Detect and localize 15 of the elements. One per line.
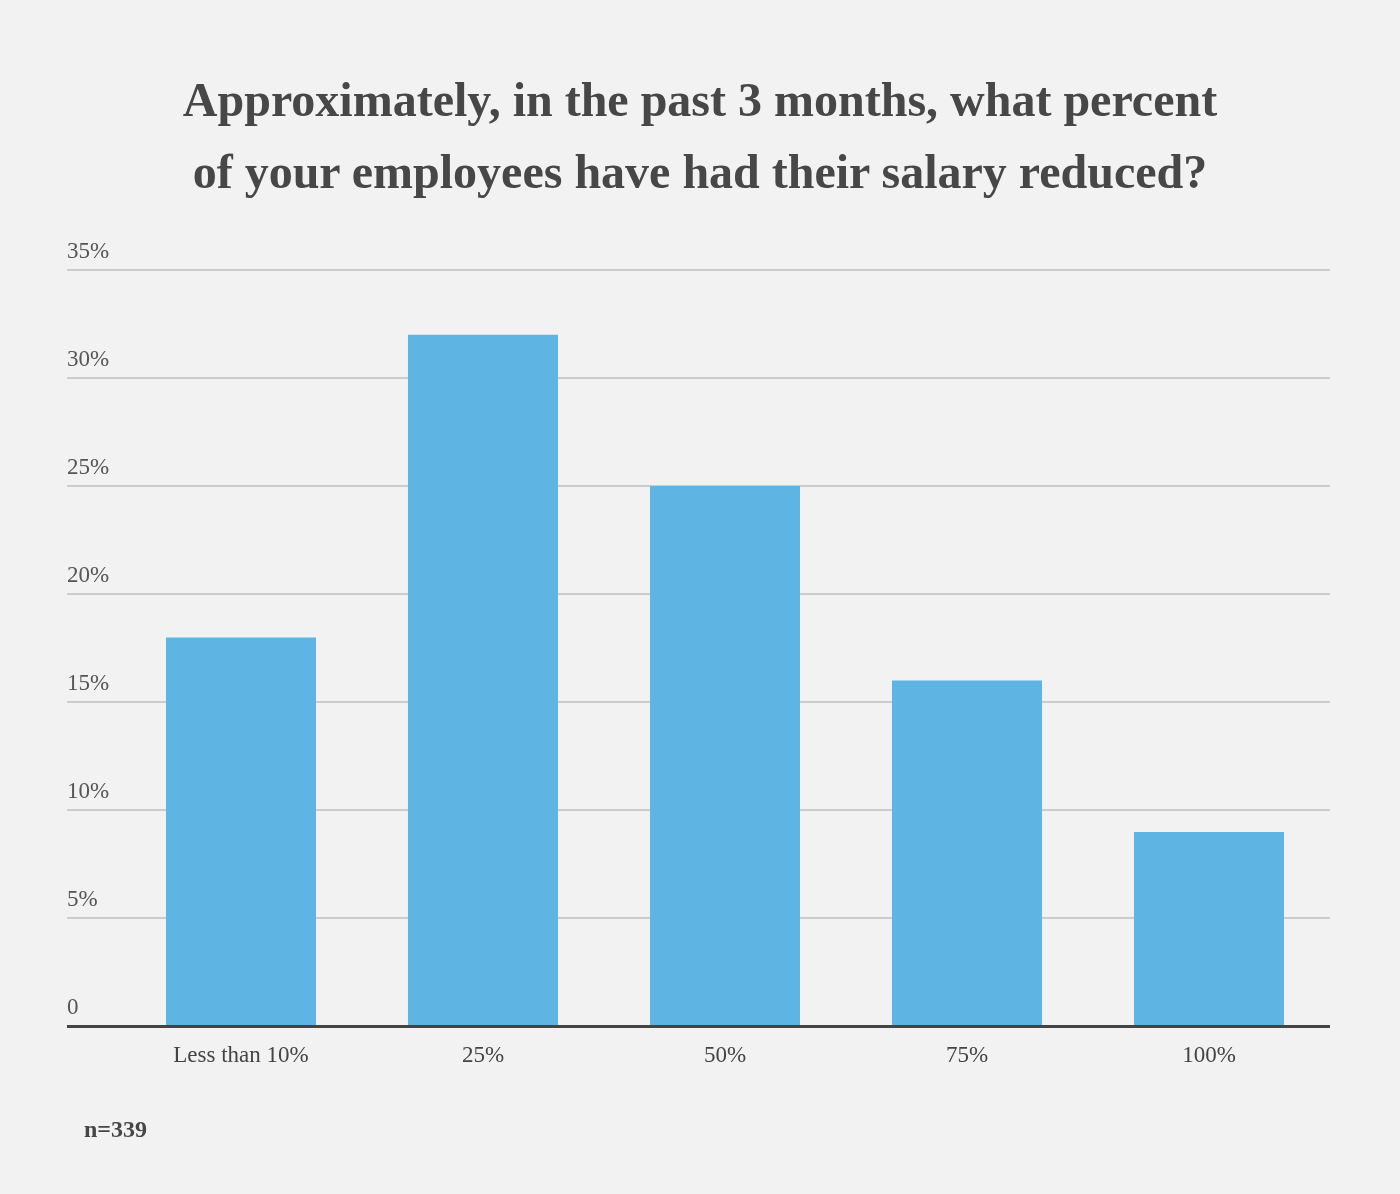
x-tick-label: 25% [461,1042,505,1068]
y-tick-label: 25% [67,454,110,480]
y-tick-label: 30% [67,346,110,372]
y-tick-label: 0 [67,994,79,1020]
y-tick-label: 20% [67,562,110,588]
chart-title: Approximately, in the past 3 months, what percent of your employees have had their salary reduced? [181,72,1219,200]
y-tick-label: 5% [67,886,98,912]
y-tick-label: 35% [67,238,110,264]
text: n=339 [84,1116,148,1143]
y-tick-label: 10% [67,778,110,804]
y-tick-label: 15% [67,670,110,696]
x-tick-label: Less than 10% [173,1042,309,1068]
x-tick-label: 50% [703,1042,747,1068]
x-tick-label: 75% [945,1042,989,1068]
x-tick-label: 100% [1182,1042,1236,1068]
